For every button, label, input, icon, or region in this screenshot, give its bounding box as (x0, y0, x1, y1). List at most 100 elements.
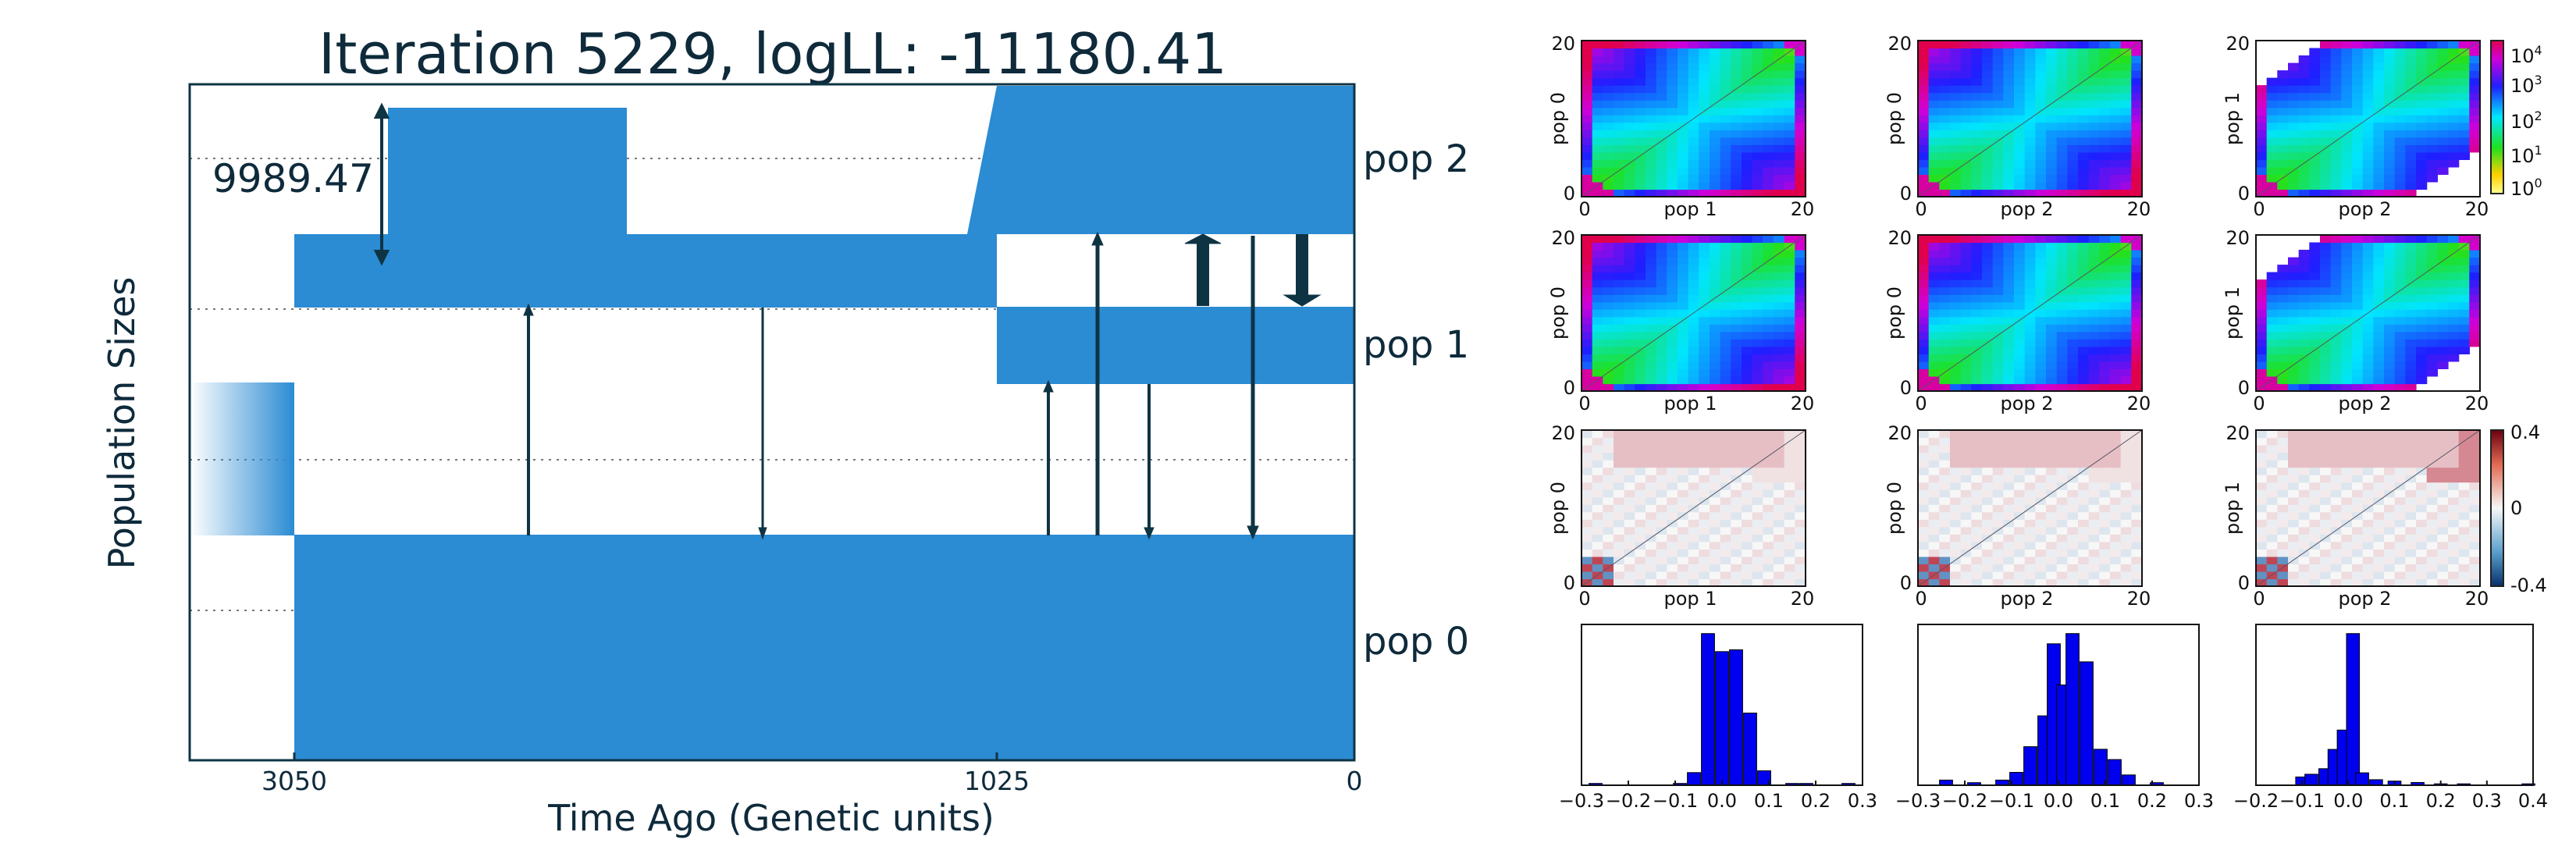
heatmap-cell (2014, 475, 2026, 483)
heatmap-cell (2088, 376, 2100, 385)
heatmap-cell (2426, 339, 2438, 347)
heatmap-cell (2088, 504, 2100, 513)
heatmap-cell (2384, 189, 2396, 197)
heatmap-cell (2394, 122, 2406, 130)
heatmap-cell (1688, 324, 1699, 333)
heatmap-cell (2088, 475, 2100, 483)
heatmap-cell (1710, 526, 1721, 535)
heatmap-cell (1592, 368, 1603, 377)
heatmap-cell (2078, 534, 2090, 542)
heatmap-cell (2394, 265, 2406, 273)
heatmap-cell (1720, 41, 1731, 49)
heatmap-cell (2352, 571, 2364, 580)
heatmap-cell (2469, 504, 2481, 513)
heatmap-cell (2099, 383, 2111, 392)
heatmap-cell (1582, 151, 1593, 160)
heatmap-cell (2320, 361, 2332, 369)
heatmap-cell (1928, 445, 1940, 454)
heatmap-cell (1624, 526, 1635, 535)
heatmap-cell (1992, 549, 2004, 557)
heatmap-cell (2320, 496, 2332, 505)
heatmap-cell (1982, 55, 1994, 64)
heatmap-cell (2405, 460, 2417, 468)
heatmap-cell (1971, 115, 1983, 123)
heatmap-cell (1603, 48, 1614, 56)
heatmap-cell (2056, 571, 2068, 580)
heatmap-cell (1667, 182, 1678, 190)
heatmap-cell (2309, 460, 2321, 468)
heatmap-cell (2394, 189, 2406, 197)
heatmap-cell (2448, 159, 2460, 168)
heatmap-cell (2373, 55, 2385, 64)
heatmap-cell (1710, 437, 1721, 446)
heatmap-cell (1752, 144, 1763, 153)
migration-arrowhead-thick (1184, 233, 1222, 244)
heatmap-cell (2014, 272, 2026, 280)
heatmap-cell (2110, 301, 2122, 310)
heatmap-cell (1667, 578, 1678, 587)
heatmap-cell (2416, 541, 2428, 550)
heatmap-cell (1720, 496, 1731, 505)
heatmap-cell (2131, 77, 2143, 86)
heatmap-cell (2298, 174, 2310, 183)
heatmap-cell (1774, 346, 1785, 354)
heatmap-cell (2024, 122, 2036, 130)
heatmap-cell (1939, 144, 1951, 153)
heatmap-cell (2067, 92, 2079, 101)
heatmap-cell (1582, 92, 1593, 101)
heatmap-cell (2458, 496, 2470, 505)
heatmap-cell (1774, 549, 1785, 557)
heatmap-cell (2362, 519, 2374, 528)
heatmap-cell (1635, 445, 1646, 454)
heatmap-cell (2099, 100, 2111, 108)
heatmap-cell (2320, 107, 2332, 116)
heatmap-cell (2437, 55, 2449, 64)
heatmap-cell (2416, 331, 2428, 340)
heatmap-cell (2341, 564, 2353, 572)
heatmap-cell (1982, 526, 1994, 535)
heatmap-cell (2437, 324, 2449, 333)
heatmap-cell (1960, 339, 1972, 347)
heatmap-cell (2046, 55, 2058, 64)
heatmap-cell (1646, 452, 1657, 461)
heatmap-cell (1720, 556, 1731, 564)
heatmap-cell (2256, 151, 2268, 160)
heatmap-cell (2309, 504, 2321, 513)
heatmap-cell (1678, 107, 1689, 116)
heatmap-cell (1928, 452, 1940, 461)
log-colorbar-tick: 100 (2510, 176, 2542, 200)
heatmap-cell (2088, 189, 2100, 197)
heatmap-cell (1656, 242, 1667, 251)
histogram-bar (2355, 772, 2369, 786)
heatmap-cell (1678, 339, 1689, 347)
heatmap-cell (2256, 166, 2268, 175)
heatmap-cell (1678, 504, 1689, 513)
heatmap-cell (2056, 294, 2068, 303)
heatmap-cell (1624, 496, 1635, 505)
heatmap-cell (1992, 70, 2004, 79)
heatmap-cell (1918, 511, 1930, 520)
heatmap-cell (2320, 549, 2332, 557)
heatmap-cell (1710, 279, 1721, 288)
heatmap-cell (2078, 92, 2090, 101)
heatmap-cell (2078, 115, 2090, 123)
heatmap-cell (2078, 286, 2090, 295)
heatmap-cell (2035, 549, 2047, 557)
heatmap-cell (1614, 460, 1625, 468)
heatmap-cell (1678, 279, 1689, 288)
heatmap-cell (2373, 361, 2385, 369)
heatmap-x-label: pop 2 (2338, 588, 2391, 610)
heatmap-cell (1699, 519, 1710, 528)
heatmap-cell (1710, 257, 1721, 265)
heatmap-cell (1646, 77, 1657, 86)
heatmap-cell (1795, 460, 1806, 468)
heatmap-cell (2416, 571, 2428, 580)
heatmap-cell (2330, 346, 2342, 354)
heatmap-cell (2067, 41, 2079, 49)
heatmap-cell (2373, 70, 2385, 79)
heatmap-cell (1731, 235, 1742, 244)
heatmap-cell (1774, 41, 1785, 49)
heatmap-cell (2046, 137, 2058, 145)
heatmap-cell (2067, 137, 2079, 145)
heatmap-cell (2078, 346, 2090, 354)
